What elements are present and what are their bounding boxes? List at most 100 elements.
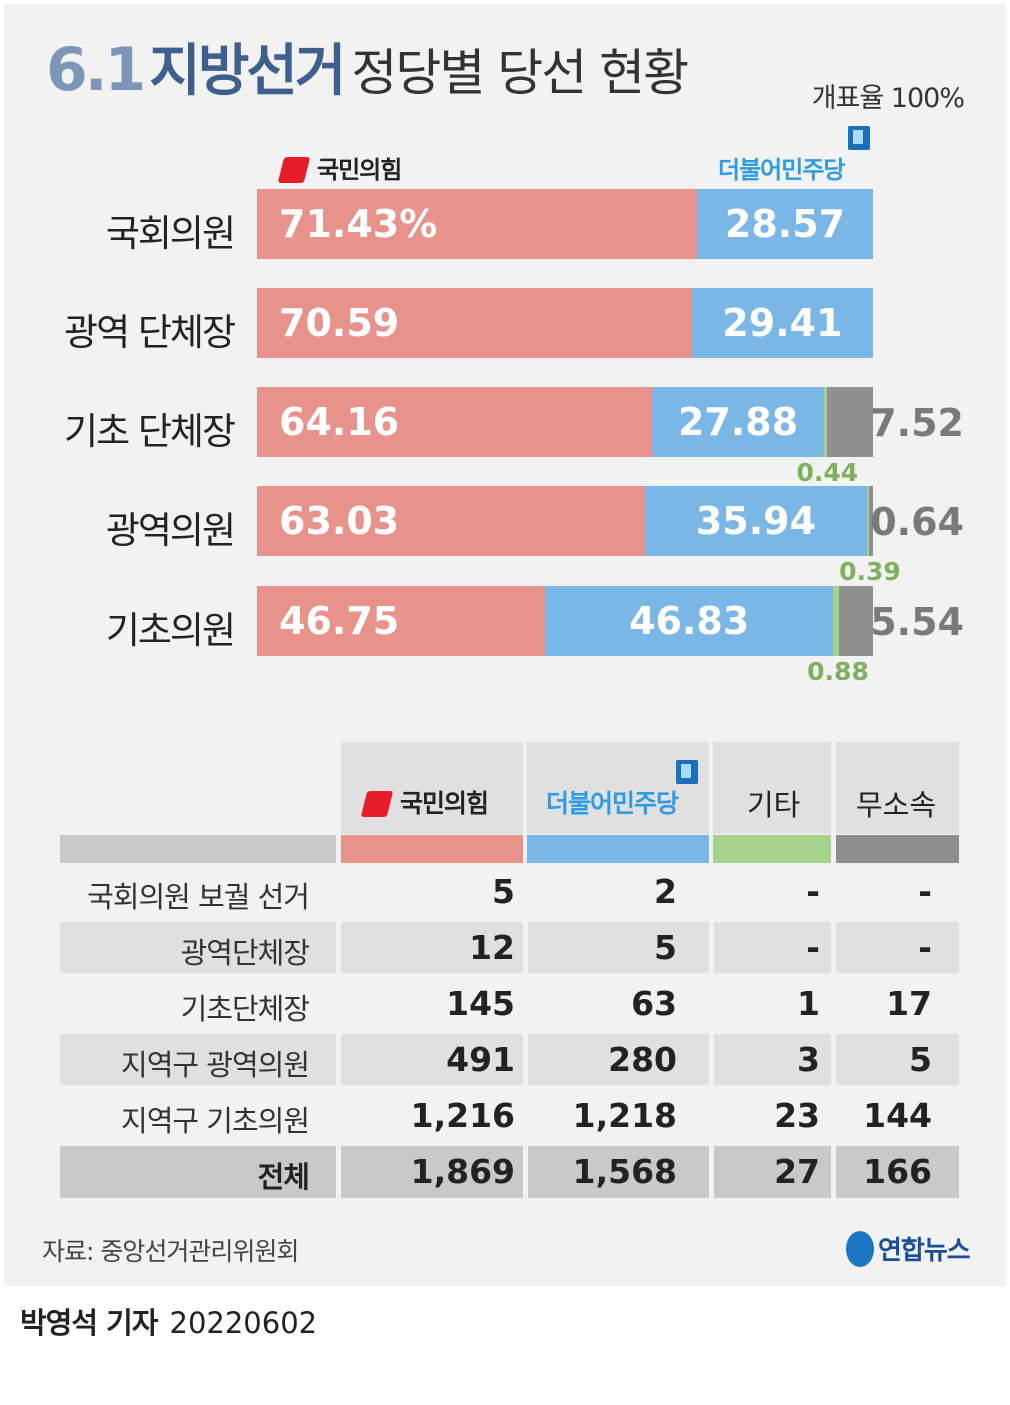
table-row-bg [60,1034,959,1085]
table-row-label: 광역단체장 [180,936,310,970]
colorbar-other [713,835,831,863]
table-cell: 63 [631,984,677,1023]
table-row-label: 지역구 광역의원 [121,1048,310,1082]
dp-logo-icon [848,126,870,150]
table-total-cell: 1,869 [410,1152,515,1191]
title-election: 지방선거 [149,39,346,104]
reporter: 박영석 기자 [20,1306,158,1340]
table-cell: 1,216 [410,1096,515,1135]
category-label: 기초 단체장 [64,410,236,453]
table-total-label: 전체 [257,1160,310,1194]
agency-name: 연합뉴스 [878,1236,971,1266]
yonhap-logo-icon [846,1230,874,1267]
ppp-logo-icon [360,791,394,817]
data-label-dp: 27.88 [677,400,799,444]
table-row-label: 지역구 기초의원 [121,1104,310,1138]
column-divider [336,922,341,1198]
bar-segment-dp [645,486,867,556]
table-cell: 17 [886,984,932,1023]
column-divider [709,922,714,1198]
bar-segment-ppp [257,288,692,358]
byline: 박영석 기자 20220602 [20,1300,317,1342]
table-cell: - [918,872,932,911]
data-label-other: 0.88 [807,657,869,686]
table-cell: 1,218 [572,1096,677,1135]
data-label-ppp: 64.16 [279,400,400,444]
table-total-row-bg [60,1146,959,1198]
category-label: 광역 단체장 [64,311,236,354]
table-cell: 491 [446,1040,515,1079]
count-rate: 개표율 100% [811,83,965,114]
bar-segment-dp [697,189,873,259]
chart-logo-dp-label: 더불어민주당 [718,156,845,184]
agency-logo: 연합뉴스 [846,1230,971,1267]
table-logo-dp: 더불어민주당 [546,784,679,820]
table-cell: 12 [469,928,515,967]
colorbar-independent [836,835,959,863]
category-label: 국회의원 [105,212,236,255]
source-note: 자료: 중앙선거관리위원회 [42,1237,299,1266]
data-label-dp: 46.83 [629,599,750,643]
table-cell: 5 [492,872,515,911]
header-cell-dp [527,742,709,834]
table-cell: 23 [774,1096,820,1135]
table-cell: 1 [797,984,820,1023]
table-cell: 5 [909,1040,932,1079]
title-date: 6.1 [46,35,146,105]
bar-segment-independent [869,486,873,556]
ppp-logo-icon [277,157,311,183]
table-cell: - [918,928,932,967]
colorbar-label-col [60,835,336,863]
data-label-other: 0.44 [796,458,859,487]
data-label-ppp: 71.43% [279,202,438,246]
bar-segment-other [823,387,827,457]
data-label-other: 0.39 [839,557,901,586]
table-cell: 280 [608,1040,677,1079]
bar-segment-dp [691,288,873,358]
table-row-bg [60,922,959,973]
table-cell: 3 [797,1040,820,1079]
bar-segment-independent [838,586,873,656]
header-cell-other [713,742,831,834]
data-label-dp: 28.57 [724,202,846,246]
table-total-cell: 1,568 [572,1152,677,1191]
bar-segment-ppp [257,387,653,457]
page-title: 6.1 지방선거 정당별 당선 현황 [46,40,689,102]
bar-segment-dp [652,387,824,457]
chart-logo-ppp: 국민의힘 [277,150,402,185]
header-cell-ppp [341,742,523,834]
table-logo-dp-label: 더불어민주당 [546,789,679,818]
data-label-ppp: 46.75 [279,599,400,643]
table-row-label: 국회의원 보궐 선거 [87,880,310,914]
header-other: 기타 [747,788,801,822]
header-independent: 무소속 [856,788,937,822]
bar-segment-ppp [257,189,697,259]
data-label-independent: 5.54 [870,600,964,644]
table-cell: 145 [446,984,515,1023]
bar-segment-other [833,586,839,656]
column-divider [523,922,528,1198]
bar-segment-other [866,486,870,556]
table-total-cell: 166 [863,1152,932,1191]
data-label-independent: 7.52 [870,401,964,445]
colorbar-ppp [341,835,523,863]
data-label-independent: 0.64 [870,500,964,544]
category-label: 광역의원 [105,509,236,552]
bar-segment-ppp [257,486,646,556]
table-cell: 5 [654,928,677,967]
table-cell: - [806,872,820,911]
bar-segment-ppp [257,586,545,656]
data-label-dp: 29.41 [722,301,843,345]
category-label: 기초의원 [105,609,236,652]
colorbar-dp [527,835,709,863]
title-subject: 정당별 당선 현황 [351,44,689,102]
dp-logo-icon [676,760,698,784]
header-cell-independent [836,742,959,834]
table-cell: - [806,928,820,967]
bar-segment-dp [544,586,834,656]
table-cell: 144 [863,1096,932,1135]
publish-date: 20220602 [169,1306,318,1340]
table-cell: 2 [654,872,677,911]
table-total-cell: 27 [774,1152,820,1191]
table-logo-ppp-label: 국민의힘 [400,789,489,818]
